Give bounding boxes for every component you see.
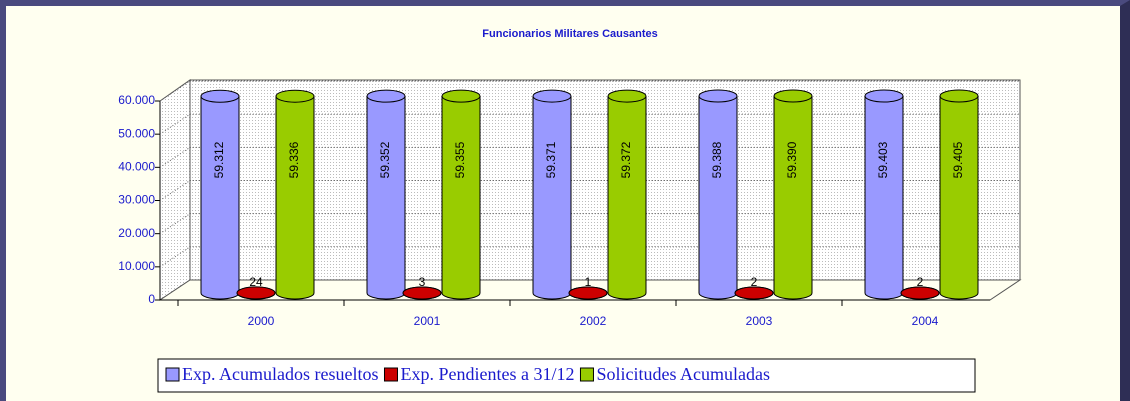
- value-label: 59.388: [710, 141, 724, 178]
- chart: Funcionarios Militares Causantes 0 10.000…: [118, 28, 1022, 393]
- grid-line: [159, 113, 1020, 135]
- value-label: 2: [917, 275, 924, 289]
- value-label: 2: [751, 275, 758, 289]
- grid-line: [159, 213, 1020, 235]
- value-label: 59.352: [378, 141, 392, 178]
- cylinder-top: [607, 89, 647, 103]
- cylinder-top: [734, 286, 774, 300]
- cylinder-top: [366, 89, 406, 103]
- y-tick-label: 0: [148, 292, 155, 306]
- cylinder-top: [939, 89, 979, 103]
- y-tick-label: 40.000: [118, 160, 155, 174]
- cylinder-top: [402, 286, 442, 300]
- y-tick-label: 10.000: [118, 259, 155, 273]
- y-tick-label: 60.000: [118, 93, 155, 107]
- cylinder-top: [900, 286, 940, 300]
- x-tick-label: 2001: [414, 314, 441, 328]
- legend-swatch: [165, 367, 180, 382]
- cylinder: [865, 95, 903, 294]
- cylinder: [940, 95, 978, 293]
- y-tick-label: 50.000: [118, 126, 155, 140]
- cylinder: [201, 96, 239, 294]
- legend-label: Exp. Pendientes a 31/12: [400, 364, 574, 384]
- value-label: 59.355: [453, 141, 467, 178]
- value-label: 59.403: [876, 141, 890, 178]
- x-tick-label: 2002: [580, 314, 607, 328]
- value-label: 59.372: [619, 141, 633, 178]
- grid-line: [159, 180, 1020, 201]
- cylinder: [276, 96, 314, 293]
- value-label: 24: [249, 275, 263, 289]
- value-label: 1: [585, 275, 592, 289]
- legend: [157, 358, 976, 393]
- cylinder-top: [568, 286, 608, 300]
- legend-swatch: [579, 367, 594, 382]
- cylinder-top: [275, 89, 315, 103]
- value-label: 59.336: [287, 141, 301, 178]
- cylinder-top: [200, 89, 240, 103]
- cylinder: [774, 96, 812, 293]
- value-label: 59.312: [212, 141, 226, 178]
- cylinder-top: [532, 89, 572, 103]
- cylinder: [367, 96, 405, 293]
- cylinder-top: [441, 89, 481, 103]
- grid-line: [159, 80, 1020, 102]
- chart-title: Funcionarios Militares Causantes: [482, 28, 657, 40]
- legend-swatch: [383, 367, 398, 382]
- x-tick-label: 2004: [912, 314, 939, 328]
- cylinder: [533, 96, 571, 293]
- grid-line: [159, 246, 1020, 268]
- y-tick-label: 20.000: [118, 226, 155, 240]
- value-label: 3: [419, 275, 426, 289]
- value-label: 59.405: [951, 141, 965, 178]
- cylinder-top: [773, 89, 813, 103]
- cylinder: [699, 96, 737, 293]
- cylinder-top: [698, 89, 738, 103]
- value-label: 59.390: [785, 141, 799, 178]
- grid-line: [159, 146, 1020, 168]
- value-label: 59.371: [544, 141, 558, 178]
- x-tick-label: 2003: [746, 314, 773, 328]
- cylinder: [608, 96, 646, 294]
- cylinder-top: [236, 286, 276, 300]
- cylinder: [442, 96, 480, 293]
- legend-label: Exp. Acumulados resueltos: [182, 364, 378, 384]
- cylinder-top: [864, 89, 904, 103]
- y-tick-label: 30.000: [118, 193, 155, 207]
- legend-label: Solicitudes Acumuladas: [596, 364, 769, 384]
- x-tick-label: 2000: [248, 314, 275, 328]
